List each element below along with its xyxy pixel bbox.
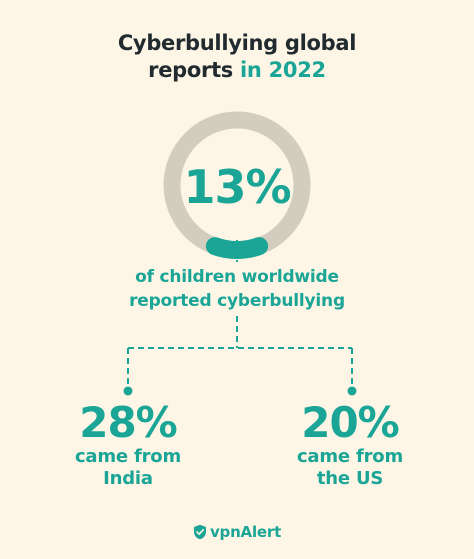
infographic-title: Cyberbullying global reports in 2022 — [0, 30, 474, 84]
title-line-2-prefix: reports — [148, 58, 241, 82]
title-line-2: reports in 2022 — [0, 57, 474, 84]
title-line-1: Cyberbullying global — [117, 31, 357, 55]
ring-progress — [205, 237, 269, 259]
stat-us-percent: 20% — [301, 398, 400, 447]
main-caption-line-2: reported cyberbullying — [129, 291, 345, 311]
logo-text: vpnAlert — [209, 523, 282, 541]
main-caption: of children worldwide reported cyberbull… — [0, 265, 474, 313]
stat-us-label-line-2: the US — [316, 468, 384, 489]
stat-india-percent: 28% — [79, 398, 178, 447]
connector-dot-right — [347, 386, 357, 396]
shield-check-icon — [193, 524, 206, 540]
stat-india-label-line-1: came from — [74, 446, 182, 467]
connector-dot-left — [123, 386, 133, 396]
stat-india-label-line-2: India — [103, 468, 153, 489]
stat-us-label-line-1: came from — [296, 446, 404, 467]
ring-percent-value: 13% — [183, 160, 291, 214]
stat-india: 28% came from India — [43, 400, 213, 490]
vpnalert-logo: vpnAlert — [0, 523, 474, 544]
main-caption-line-1: of children worldwide — [135, 267, 339, 287]
stat-us: 20% came from the US — [265, 400, 435, 490]
title-year-accent: in 2022 — [240, 58, 326, 82]
